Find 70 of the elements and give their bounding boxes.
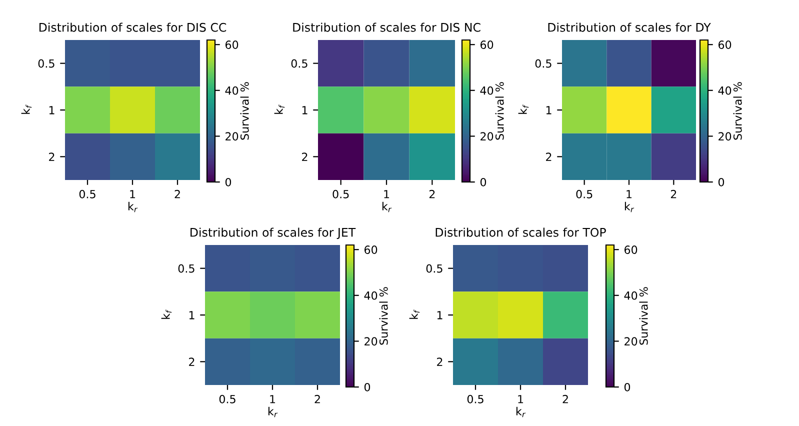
y-tick-label: 0.5 <box>291 59 308 68</box>
color-bar-label: 20 <box>226 132 238 141</box>
x-axis-title: k$_{r}$ <box>128 202 138 212</box>
x-axis-title: k$_{r}$ <box>516 406 526 418</box>
x-axis-title: k$_{r}$ <box>382 202 392 212</box>
color-bar-label: 20 <box>624 337 638 346</box>
y-tick-label: 1 <box>49 106 54 114</box>
x-tick-label: 1 <box>626 190 632 198</box>
x-tick-label: 1 <box>270 395 276 404</box>
x-tick-label: 2 <box>562 394 568 404</box>
y-tick-label: 2 <box>437 358 442 366</box>
y-tick-label: 0.5 <box>426 264 442 273</box>
y-tick-label: 0.5 <box>178 264 194 273</box>
chart-title: Distribution of scales for DIS NC <box>293 22 480 32</box>
y-tick-label: 2 <box>49 152 54 161</box>
color-bar-label: 0 <box>624 382 630 392</box>
x-axis-title: k$_{r}$ <box>624 202 634 212</box>
y-tick-label: 1 <box>437 311 442 320</box>
color-bar-label: 0 <box>718 178 724 186</box>
y-tick-label: 1 <box>189 311 194 320</box>
color-bar-label: 40 <box>480 86 494 95</box>
x-tick-label: 1 <box>130 190 136 198</box>
color-bar-title: Survival % <box>639 287 648 345</box>
y-tick-label: 0.5 <box>535 59 552 68</box>
color-bar-label: 0 <box>364 382 370 392</box>
x-tick-label: 0.5 <box>219 394 236 404</box>
x-tick-label: 0.5 <box>79 190 96 198</box>
x-axis-title: k$_{r}$ <box>268 406 278 418</box>
chart-title: Distribution of scales for TOP <box>436 228 606 237</box>
y-axis-title: k$_{f}$ <box>409 310 420 319</box>
y-tick-label: 1 <box>546 106 552 114</box>
color-bar-label: 20 <box>718 132 732 141</box>
x-tick-label: 2 <box>174 190 180 198</box>
x-tick-label: 2 <box>670 190 676 198</box>
color-bar-title: Survival % <box>379 287 388 345</box>
y-tick-label: 2 <box>302 152 308 161</box>
color-bar-label: 60 <box>624 246 638 254</box>
chart-title: Distribution of scales for JET <box>190 228 356 240</box>
y-axis-title: k$_{f}$ <box>518 104 529 114</box>
y-axis-title: k$_{f}$ <box>21 104 32 114</box>
color-bar-label: 20 <box>480 132 494 141</box>
y-axis-title: k$_{f}$ <box>274 104 285 114</box>
x-tick-label: 2 <box>314 394 320 404</box>
color-bar-label: 40 <box>225 86 238 95</box>
color-bar-title: Survival % <box>495 82 504 140</box>
color-bar-label: 40 <box>364 291 378 300</box>
color-bar-label: 40 <box>718 86 732 95</box>
color-bar-title: Survival % <box>240 82 249 140</box>
y-tick-label: 1 <box>302 106 308 114</box>
y-tick-label: 2 <box>546 152 552 161</box>
x-tick-label: 1 <box>518 395 524 404</box>
color-bar-label: 0 <box>225 178 232 186</box>
chart-title: Distribution of scales for DY <box>548 22 711 32</box>
color-bar-label: 20 <box>364 337 378 346</box>
x-tick-label: 0.5 <box>576 190 592 198</box>
color-bar-title: Survival % <box>733 82 742 140</box>
color-bar-label: 60 <box>226 40 238 49</box>
x-tick-label: 0.5 <box>467 394 484 404</box>
color-bar-label: 0 <box>480 178 486 186</box>
y-tick-label: 0.5 <box>38 59 54 68</box>
y-tick-label: 2 <box>189 358 194 366</box>
x-tick-label: 2 <box>429 190 435 198</box>
x-tick-label: 1 <box>384 190 390 198</box>
y-axis-title: k$_{f}$ <box>161 310 172 319</box>
color-bar-label: 60 <box>718 40 732 49</box>
color-bar-label: 40 <box>624 291 638 300</box>
color-bar-label: 60 <box>364 246 378 254</box>
x-tick-label: 0.5 <box>332 190 349 198</box>
color-bar-label: 60 <box>480 40 494 49</box>
chart-title: Distribution of scales for DIS CC <box>39 22 226 32</box>
